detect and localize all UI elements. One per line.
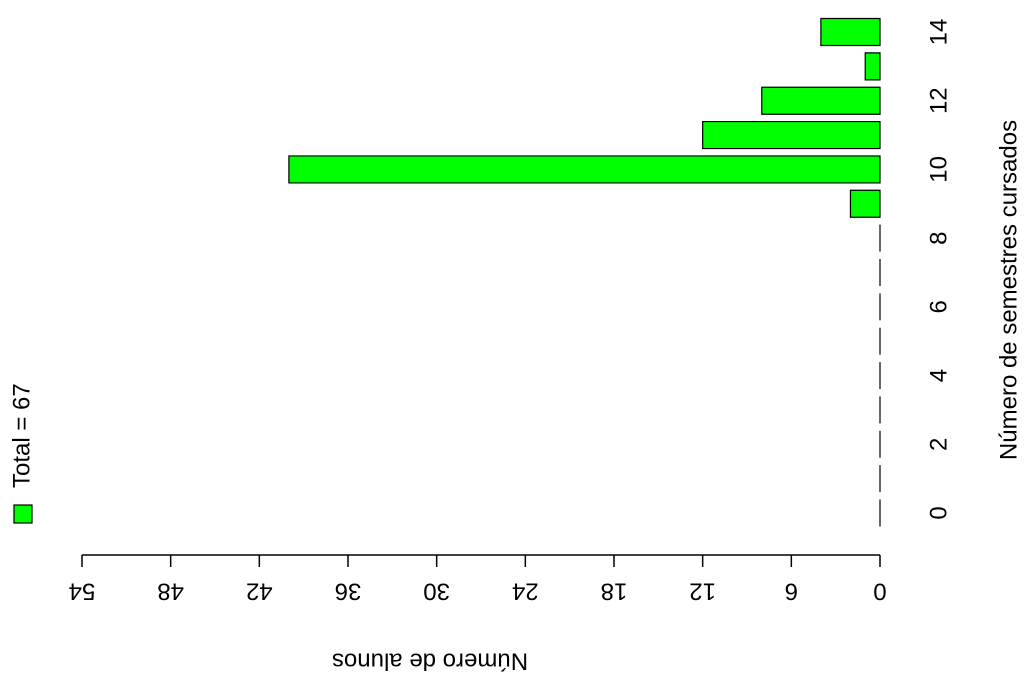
x-tick-label: 18 [601, 578, 628, 605]
y-tick-label: 10 [925, 156, 952, 183]
y-tick-label: 2 [925, 438, 952, 451]
x-tick-label: 36 [335, 578, 362, 605]
legend-swatch [13, 504, 33, 524]
bar [761, 86, 881, 115]
y-tick-label: 0 [925, 506, 952, 519]
bar [288, 155, 881, 184]
bar [820, 17, 881, 47]
legend-label: Total = 67 [8, 383, 35, 488]
x-tick-label: 30 [423, 578, 450, 605]
bar [864, 52, 881, 81]
x-tick-label: 6 [785, 578, 798, 605]
x-tick-label: 24 [512, 578, 539, 605]
bar [849, 189, 881, 218]
y-tick-label: 6 [925, 300, 952, 313]
x-tick-label: 0 [873, 578, 886, 605]
y-axis-title: Número de semestres cursados [995, 120, 1022, 460]
y-tick-label: 4 [925, 369, 952, 382]
x-tick-label: 42 [246, 578, 273, 605]
x-tick-label: 54 [69, 578, 96, 605]
y-tick-label: 14 [925, 19, 952, 46]
x-tick-label: 48 [157, 578, 184, 605]
bar [702, 120, 881, 150]
y-tick-label: 8 [925, 231, 952, 244]
x-axis-title: Número de alunos [332, 648, 528, 675]
x-tick-label: 12 [689, 578, 716, 605]
y-tick-label: 12 [925, 87, 952, 114]
